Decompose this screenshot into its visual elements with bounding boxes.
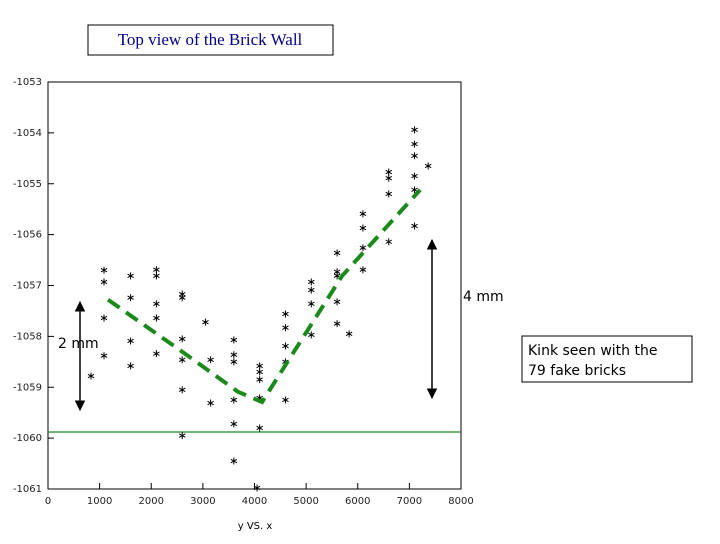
note: 79 fake bricks [528,363,626,379]
point [411,222,418,230]
point [411,140,418,148]
y-tick-label: -1061 [13,484,42,495]
point [411,172,418,180]
point [307,278,315,286]
point [100,314,108,322]
point [153,266,160,274]
note: Kink seen with the [528,343,657,359]
point [100,352,108,360]
point [153,350,160,358]
x-tick-label: 3000 [190,496,215,507]
point [230,351,238,359]
point [282,342,289,350]
point [178,432,186,440]
point [207,399,214,407]
chart-title: Top view of the Brick Wall [118,30,303,49]
point [307,300,315,308]
x-tick-label: 7000 [397,496,422,507]
point [127,272,134,280]
point [100,266,108,274]
point [127,362,134,370]
point [256,362,263,370]
point [153,272,160,280]
point [385,190,393,198]
point [411,152,418,160]
point [178,335,186,343]
y-tick-label: -1054 [13,128,42,139]
plot-frame [47,81,462,490]
y-tick-label: -1058 [13,331,42,342]
fit-line [106,188,422,405]
point [253,484,261,492]
y-tick-label: -1056 [13,230,42,241]
point [178,356,186,364]
point [359,224,367,232]
point [307,331,315,339]
note-box [521,335,693,383]
point [202,318,209,326]
point [333,298,341,306]
point [359,210,367,218]
x-tick-label: 6000 [345,496,370,507]
point [411,126,418,134]
point [333,249,341,257]
point [178,294,186,302]
point [385,238,393,246]
point [256,376,263,384]
x-tick-label: 2000 [139,496,164,507]
point [230,457,238,465]
point [424,162,432,170]
x-tick-label: 8000 [448,496,473,507]
point [307,286,315,294]
point [153,314,160,322]
x-tick-label: 0 [45,496,51,507]
point [230,336,238,344]
point [385,174,393,182]
point [230,420,238,428]
point [100,278,108,286]
annotation: 4 mm [463,289,504,305]
point [333,320,341,328]
point [359,244,367,252]
y-tick-label: -1060 [13,433,42,444]
point [256,424,263,432]
annotation: 2 mm [58,336,99,352]
point [256,368,263,376]
y-tick-label: -1053 [13,77,42,88]
point [127,337,134,345]
point [127,294,134,302]
point [207,356,214,364]
point [345,330,353,338]
point [87,372,95,380]
point [230,358,238,366]
point [385,168,393,176]
x-tick-label: 1000 [87,496,112,507]
point [230,396,238,404]
x-tick-label: 5000 [293,496,318,507]
title-box [87,24,334,56]
point [282,396,289,404]
y-tick-label: -1057 [13,281,42,292]
y-tick-label: -1055 [13,179,42,190]
point [359,266,367,274]
x-tick-label: 4000 [242,496,267,507]
point [178,386,186,394]
y-tick-label: -1059 [13,382,42,393]
point [282,310,289,318]
point [282,324,289,332]
point [153,300,160,308]
x-axis-label: y VS. x [238,521,273,532]
